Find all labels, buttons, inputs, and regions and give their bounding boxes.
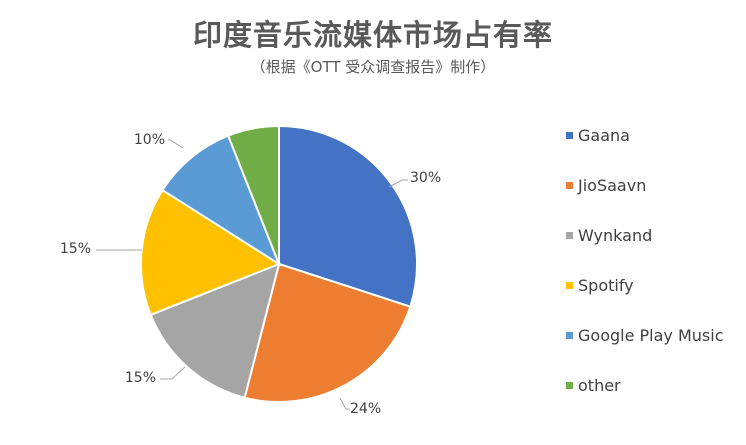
- legend-item-jiosaavn: JioSaavn: [566, 160, 744, 210]
- data-label-google-play-music: 10%: [134, 132, 165, 148]
- leader-line-4: [168, 139, 184, 149]
- legend-swatch: [566, 281, 573, 289]
- leader-line-1: [339, 397, 350, 410]
- data-label-spotify: 15%: [60, 241, 91, 257]
- chart-title: 印度音乐流媒体市场占有率: [192, 18, 553, 52]
- leader-line-0: [388, 179, 408, 188]
- pie-slice-jiosaavn: [243, 262, 412, 403]
- legend-swatch: [566, 331, 573, 339]
- legend-label: Wynkand: [578, 225, 653, 245]
- data-label-gaana: 30%: [410, 170, 441, 186]
- leader-line-2: [160, 366, 186, 380]
- pie-slice-spotify: [140, 188, 282, 317]
- data-label-jiosaavn: 24%: [350, 401, 381, 417]
- data-label-wynkand: 15%: [125, 370, 156, 386]
- legend-item-spotify: Spotify: [566, 260, 744, 310]
- chart-subtitle: （根据《OTT 受众调查报告》制作）: [250, 58, 496, 76]
- pie-slice-gaana: [278, 124, 418, 308]
- legend-item-gaana: Gaana: [566, 110, 744, 160]
- legend-item-wynkand: Wynkand: [566, 210, 744, 260]
- legend-swatch: [566, 131, 573, 139]
- pie-slice-google-play-music: [161, 134, 282, 267]
- pie-slice-wynkand: [149, 262, 281, 399]
- legend-swatch: [566, 381, 573, 389]
- legend-label: Spotify: [578, 275, 634, 295]
- legend-label: Google Play Music: [578, 325, 724, 345]
- legend-label: Gaana: [578, 125, 630, 145]
- chart-legend: Gaana JioSaavn Wynkand Spotify Google Play M…: [566, 110, 744, 410]
- legend-label: other: [578, 375, 621, 395]
- legend-swatch: [566, 231, 573, 239]
- legend-item-google-play-music: Google Play Music: [566, 310, 744, 360]
- pie-slice-other: [226, 124, 280, 265]
- legend-item-other: other: [566, 360, 744, 410]
- legend-label: JioSaavn: [578, 175, 647, 195]
- legend-swatch: [566, 181, 573, 189]
